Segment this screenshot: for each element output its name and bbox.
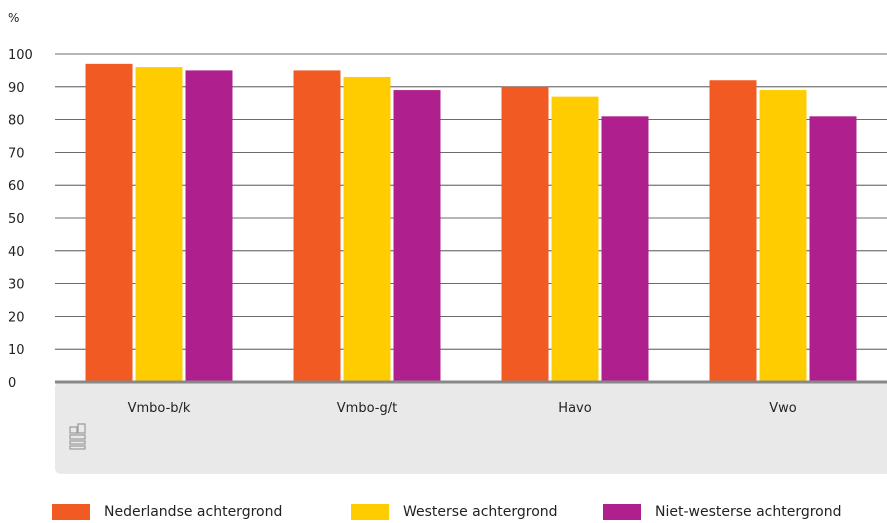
y-tick-label: 50 xyxy=(8,212,25,227)
category-label: Vwo xyxy=(769,401,797,416)
category-label: Vmbo-b/k xyxy=(128,401,191,416)
legend-swatch-niet-westerse xyxy=(603,504,641,520)
y-tick-label: 40 xyxy=(8,245,25,260)
y-tick-label: 60 xyxy=(8,179,25,194)
y-tick-label: 70 xyxy=(8,146,25,161)
legend-item-westerse: Westerse achtergrond xyxy=(351,504,558,520)
y-tick-label: 10 xyxy=(8,343,25,358)
y-tick-label: 80 xyxy=(8,114,25,129)
y-tick-label: 100 xyxy=(8,48,33,63)
y-tick-label: 30 xyxy=(8,278,25,293)
bar-vmbo-g-t-series-1 xyxy=(343,76,391,383)
legend-swatch-westerse xyxy=(351,504,389,520)
bar-havo-series-0 xyxy=(501,86,549,383)
y-axis-unit-label: % xyxy=(8,11,19,25)
category-label: Havo xyxy=(558,401,591,416)
cbs-logo xyxy=(69,423,86,450)
legend: Nederlandse achtergrond Westerse achterg… xyxy=(52,504,887,523)
bar-vmbo-b-k-series-0 xyxy=(85,63,133,383)
bar-havo-series-1 xyxy=(551,96,599,382)
category-label: Vmbo-g/t xyxy=(337,401,397,416)
y-tick-label: 20 xyxy=(8,310,25,325)
bar-havo-series-2 xyxy=(601,116,649,382)
y-tick-label: 0 xyxy=(8,376,16,391)
y-axis-ticks: 0 10 20 30 40 50 60 70 80 90 100 xyxy=(8,48,33,391)
legend-item-nederlandse: Nederlandse achtergrond xyxy=(52,504,282,520)
bar-vmbo-b-k-series-2 xyxy=(185,70,233,383)
bar-vmbo-g-t-series-2 xyxy=(393,90,441,382)
bars xyxy=(85,63,857,383)
legend-label-niet-westerse: Niet-westerse achtergrond xyxy=(655,504,842,520)
y-tick-label: 90 xyxy=(8,81,25,96)
bar-vmbo-b-k-series-1 xyxy=(135,67,183,383)
category-axis-band xyxy=(55,382,887,474)
bar-vmbo-g-t-series-0 xyxy=(293,70,341,383)
legend-label-westerse: Westerse achtergrond xyxy=(403,504,558,520)
category-labels: Vmbo-b/k Vmbo-g/t Havo Vwo xyxy=(128,401,797,416)
legend-swatch-nederlandse xyxy=(52,504,90,520)
bar-vwo-series-2 xyxy=(809,116,857,382)
bar-chart: % 0 10 20 30 40 50 60 70 80 90 100 Vmbo-b/k Vmbo-g/… xyxy=(8,11,887,474)
bar-vwo-series-0 xyxy=(709,80,757,383)
bar-vwo-series-1 xyxy=(759,90,807,382)
legend-item-niet-westerse: Niet-westerse achtergrond xyxy=(603,504,842,520)
legend-label-nederlandse: Nederlandse achtergrond xyxy=(104,504,283,520)
